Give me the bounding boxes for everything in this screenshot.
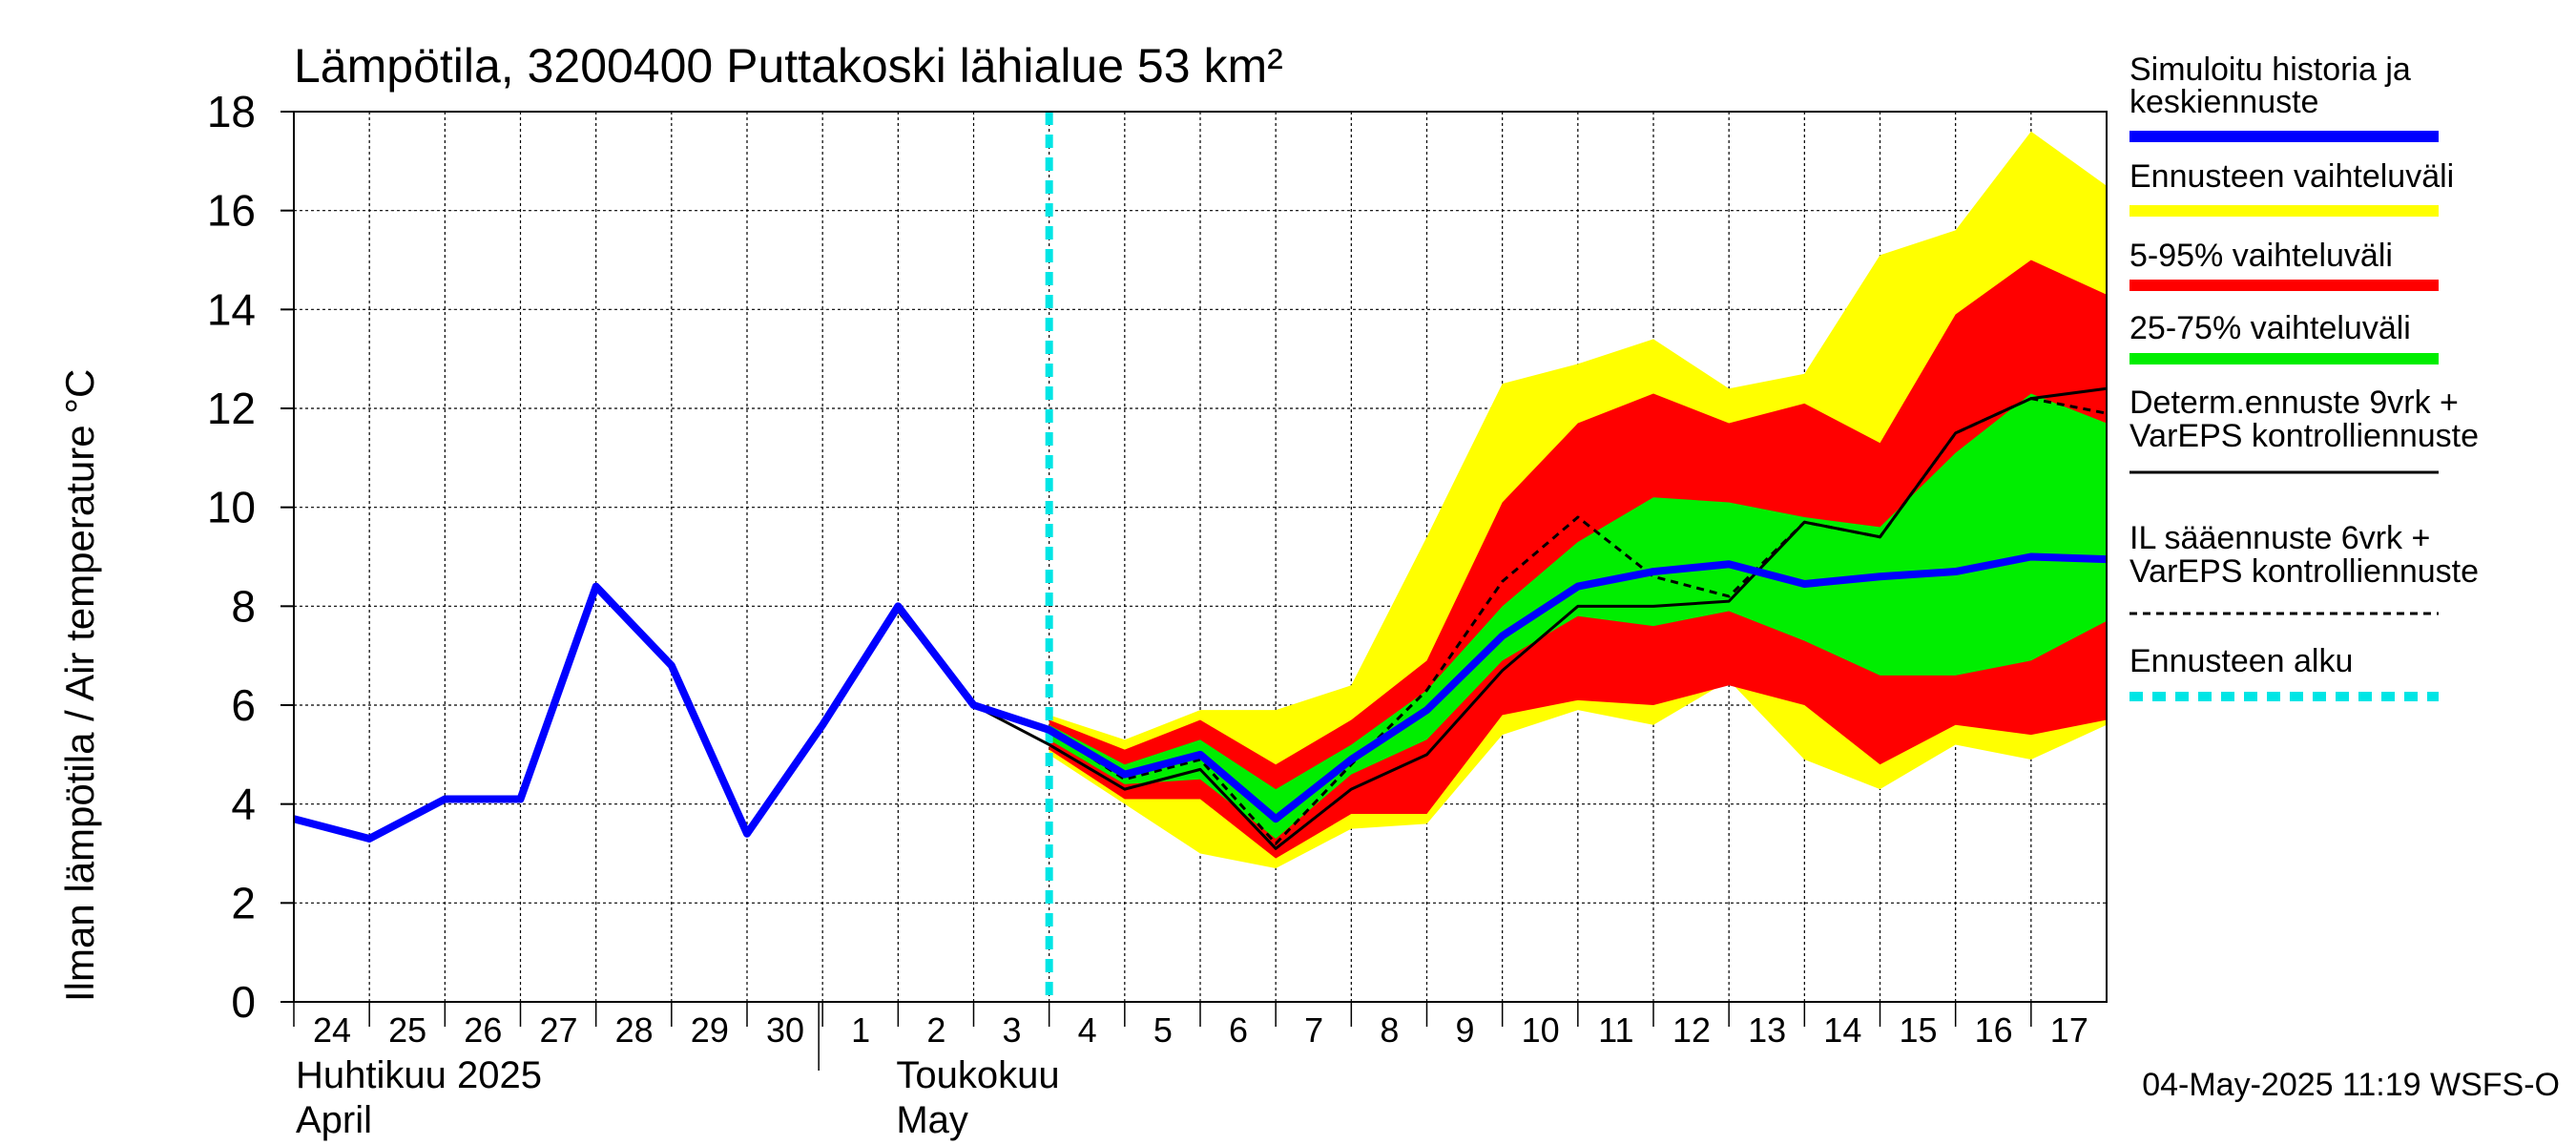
legend-label: 5-95% vaihteluväli xyxy=(2129,238,2393,274)
x-tick-label: 17 xyxy=(2050,1010,2088,1050)
x-tick-label: 13 xyxy=(1748,1010,1786,1050)
x-tick-label: 8 xyxy=(1380,1010,1399,1050)
y-tick-label: 16 xyxy=(207,186,256,236)
legend-item: 25-75% vaihteluväli xyxy=(2129,310,2439,364)
legend-item: Ennusteen vaihteluväli xyxy=(2129,158,2454,217)
x-tick-label: 15 xyxy=(1899,1010,1937,1050)
legend-label: VarEPS kontrolliennuste xyxy=(2129,418,2479,454)
series-line-determ-forecast xyxy=(897,386,2108,850)
legend-label: IL sääennuste 6vrk + xyxy=(2129,520,2430,556)
legend-item: IL sääennuste 6vrk + VarEPS kontrollienn… xyxy=(2129,520,2479,615)
x-tick-label: 2 xyxy=(926,1010,945,1050)
band-25-75-vaihteluv-li xyxy=(1049,393,2107,839)
y-tick-label: 10 xyxy=(207,483,256,532)
x-tick-label: 10 xyxy=(1522,1010,1560,1050)
x-tick-label: 28 xyxy=(615,1010,654,1050)
band-layer xyxy=(1049,131,2107,869)
x-tick-label: 4 xyxy=(1078,1010,1097,1050)
legend-item: Determ.ennuste 9vrk +VarEPS kontrollienn… xyxy=(2129,385,2479,474)
y-tick-label: 4 xyxy=(231,780,256,829)
legend-label: Simuloitu historia ja xyxy=(2129,52,2411,88)
legend-label: keskiennuste xyxy=(2129,84,2318,120)
x-tick-label: 29 xyxy=(691,1010,729,1050)
x-tick-label: 14 xyxy=(1823,1010,1861,1050)
month-label-en: April xyxy=(296,1099,372,1141)
legend-item: Ennusteen alku xyxy=(2129,643,2439,701)
y-tick-label: 12 xyxy=(207,384,256,433)
month-label: Toukokuu xyxy=(896,1054,1059,1096)
y-tick-label: 0 xyxy=(231,977,256,1027)
legend-label: 25-75% vaihteluväli xyxy=(2129,310,2411,346)
y-tick-label: 6 xyxy=(231,680,256,730)
y-tick-label: 2 xyxy=(231,878,256,927)
x-tick-label: 12 xyxy=(1672,1010,1711,1050)
x-tick-label: 11 xyxy=(1598,1010,1633,1050)
x-tick-label: 24 xyxy=(313,1010,351,1050)
footer-timestamp: 04-May-2025 11:19 WSFS-O xyxy=(2142,1067,2560,1103)
legend-label: Ennusteen vaihteluväli xyxy=(2129,158,2454,195)
x-tick-label: 6 xyxy=(1229,1010,1248,1050)
y-tick-label: 18 xyxy=(207,87,256,136)
x-tick-label: 26 xyxy=(464,1010,502,1050)
x-tick-label: 7 xyxy=(1304,1010,1323,1050)
month-label: Huhtikuu 2025 xyxy=(296,1054,542,1096)
y-tick-label: 14 xyxy=(207,284,256,334)
month-label-en: May xyxy=(896,1099,968,1141)
legend-label: Determ.ennuste 9vrk + xyxy=(2129,385,2459,421)
x-tick-label: 9 xyxy=(1455,1010,1474,1050)
legend-item: 5-95% vaihteluväli xyxy=(2129,238,2439,291)
legend-label: VarEPS kontrolliennuste xyxy=(2129,553,2479,590)
series-line-mean xyxy=(292,552,2108,843)
x-tick-label: 3 xyxy=(1002,1010,1021,1050)
x-tick-label: 16 xyxy=(1975,1010,2013,1050)
y-tick-label: 8 xyxy=(231,581,256,631)
chart-title: Lämpötila, 3200400 Puttakoski lähialue 5… xyxy=(294,39,1283,93)
y-axis-label: Ilman lämpötila / Air temperature °C xyxy=(57,369,102,1002)
x-tick-label: 27 xyxy=(539,1010,577,1050)
legend-label: Ennusteen alku xyxy=(2129,643,2353,679)
line-layer xyxy=(292,112,2108,1002)
x-tick-label: 30 xyxy=(766,1010,804,1050)
x-tick-label: 1 xyxy=(851,1010,870,1050)
x-tick-label: 25 xyxy=(388,1010,426,1050)
x-tick-label: 5 xyxy=(1153,1010,1173,1050)
